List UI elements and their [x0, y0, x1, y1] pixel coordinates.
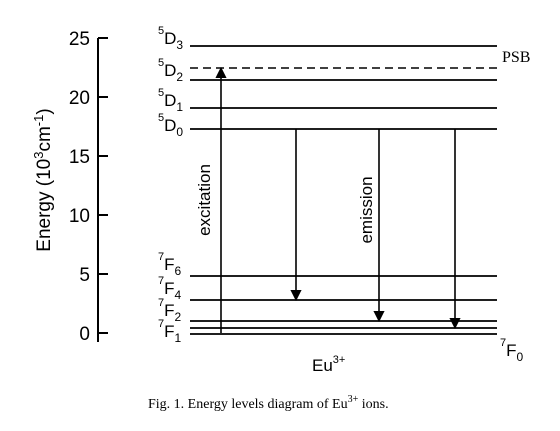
label-psb: PSB [502, 49, 530, 66]
excitation-label: excitation [195, 164, 214, 236]
label-5d3: 5D3 [158, 25, 183, 52]
label-7f4: 7F4 [158, 275, 182, 302]
y-axis-label: Energy (103cm-1) [31, 108, 55, 251]
label-5d2: 5D2 [158, 57, 183, 84]
figure-caption: Fig. 1. Energy levels diagram of Eu3+ io… [148, 394, 389, 412]
transitions: excitation emission [195, 66, 461, 333]
y-tick-label-5: 5 [79, 265, 90, 286]
y-tick-label-10: 10 [69, 206, 90, 227]
y-axis: 25 20 15 10 5 0 Energy (103cm-1) [31, 29, 108, 345]
label-7f0: 7F0 [500, 337, 524, 364]
y-tick-label-15: 15 [69, 147, 90, 168]
y-tick-label-0: 0 [79, 324, 90, 345]
label-5d0: 5D0 [158, 112, 183, 139]
level-labels: 5D3 5D2 5D1 5D0 7F6 7F4 7F2 7F1 7F0 PSB [158, 25, 530, 364]
label-5d1: 5D1 [158, 87, 183, 114]
ion-label: Eu3+ [312, 354, 345, 375]
y-tick-label-20: 20 [69, 88, 90, 109]
energy-levels [190, 45, 497, 335]
emission-label: emission [357, 176, 376, 243]
label-7f6: 7F6 [158, 251, 182, 278]
y-tick-label-25: 25 [69, 29, 90, 50]
label-7f1: 7F1 [158, 318, 182, 345]
label-7f2: 7F2 [158, 297, 182, 324]
